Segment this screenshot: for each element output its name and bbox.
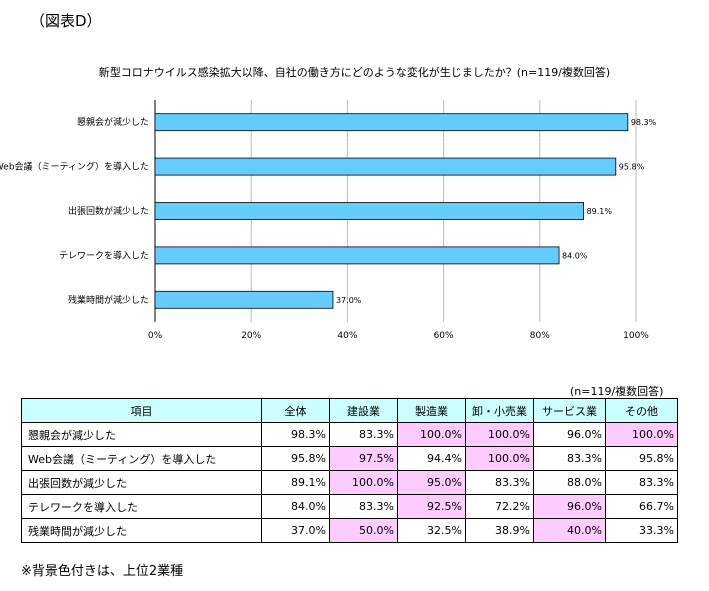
- industry-table: 項目 全体 建設業 製造業 卸・小売業 サービス業 その他 懇親会が減少した 98…: [21, 398, 678, 543]
- cell-manufacturing: 95.0%: [397, 470, 466, 495]
- x-tick-label: 80%: [530, 331, 550, 341]
- footnote: ※背景色付きは、上位2業種: [21, 564, 184, 579]
- header-item: 項目: [21, 398, 262, 423]
- cell-construction: 97.5%: [329, 446, 398, 471]
- cell-wholesale-retail: 83.3%: [465, 470, 534, 495]
- table-header-row: 項目 全体 建設業 製造業 卸・小売業 サービス業 その他: [21, 398, 678, 423]
- header-total: 全体: [261, 398, 330, 423]
- bar: [154, 113, 629, 132]
- table-row-label: 出張回数が減少した: [21, 470, 262, 495]
- cell-service: 40.0%: [533, 518, 606, 543]
- cell-service: 96.0%: [533, 422, 606, 447]
- data-label: 89.1%: [587, 207, 613, 216]
- table-row-label: Web会議（ミーティング）を導入した: [21, 446, 262, 471]
- bar: [154, 246, 560, 265]
- cell-total: 95.8%: [261, 446, 330, 471]
- cell-wholesale-retail: 72.2%: [465, 494, 534, 519]
- cell-manufacturing: 94.4%: [397, 446, 466, 471]
- table-row: 出張回数が減少した 89.1% 100.0% 95.0% 83.3% 88.0% 83.3%: [21, 470, 678, 495]
- header-manufacturing: 製造業: [397, 398, 466, 423]
- cell-wholesale-retail: 100.0%: [465, 446, 534, 471]
- table-note: (n=119/複数回答): [570, 385, 664, 398]
- cell-manufacturing: 100.0%: [397, 422, 466, 447]
- x-tick-label: 60%: [434, 331, 454, 341]
- data-label: 37.0%: [336, 296, 362, 305]
- x-tick-label: 40%: [337, 331, 357, 341]
- table-row-label: 残業時間が減少した: [21, 518, 262, 543]
- cell-total: 89.1%: [261, 470, 330, 495]
- table-row: Web会議（ミーティング）を導入した 95.8% 97.5% 94.4% 100.0% 8…: [21, 446, 678, 471]
- bar: [154, 157, 617, 176]
- cell-construction: 83.3%: [329, 422, 398, 447]
- bar: [154, 202, 584, 220]
- category-label: 残業時間が減少した: [68, 294, 149, 306]
- x-tick-label: 0%: [148, 331, 163, 341]
- header-service: サービス業: [533, 398, 606, 423]
- cell-other: 95.8%: [605, 446, 678, 471]
- x-tick-label: 100%: [623, 331, 649, 341]
- category-label: 懇親会が減少した: [77, 116, 149, 128]
- cell-construction: 50.0%: [329, 518, 398, 543]
- cell-manufacturing: 92.5%: [397, 494, 466, 519]
- cell-total: 84.0%: [261, 494, 330, 519]
- table-row-label: 懇親会が減少した: [21, 422, 262, 447]
- table-row: テレワークを導入した 84.0% 83.3% 92.5% 72.2% 96.0% 66.7%: [21, 494, 678, 519]
- header-construction: 建設業: [329, 398, 398, 423]
- data-label: 98.3%: [631, 118, 657, 127]
- cell-service: 88.0%: [533, 470, 606, 495]
- data-label: 84.0%: [562, 251, 588, 260]
- cell-total: 37.0%: [261, 518, 330, 543]
- bar-chart: 0% 20% 40% 60% 80% 100% 懇親会が減少した 98.3% Web会議（ミーテ…: [0, 100, 657, 341]
- cell-wholesale-retail: 100.0%: [465, 422, 534, 447]
- category-label: 出張回数が減少した: [68, 205, 149, 217]
- table-row-label: テレワークを導入した: [21, 494, 262, 519]
- header-wholesale-retail: 卸・小売業: [465, 398, 534, 423]
- bar: [154, 290, 334, 309]
- data-label: 95.8%: [619, 163, 645, 172]
- cell-wholesale-retail: 38.9%: [465, 518, 534, 543]
- table-row: 残業時間が減少した 37.0% 50.0% 32.5% 38.9% 40.0% 33.3%: [21, 518, 678, 543]
- cell-other: 33.3%: [605, 518, 678, 543]
- cell-manufacturing: 32.5%: [397, 518, 466, 543]
- chart-title: 新型コロナウイルス感染拡大以降、自社の働き方にどのような変化が生じましたか？(n…: [98, 66, 611, 79]
- figure-label: （図表D）: [30, 12, 102, 30]
- category-label: テレワークを導入した: [59, 249, 149, 261]
- cell-construction: 100.0%: [329, 470, 398, 495]
- cell-construction: 83.3%: [329, 494, 398, 519]
- cell-other: 100.0%: [605, 422, 678, 447]
- cell-total: 98.3%: [261, 422, 330, 447]
- cell-service: 96.0%: [533, 494, 606, 519]
- cell-other: 66.7%: [605, 494, 678, 519]
- cell-service: 83.3%: [533, 446, 606, 471]
- cell-other: 83.3%: [605, 470, 678, 495]
- x-tick-label: 20%: [241, 331, 261, 341]
- header-other: その他: [605, 398, 678, 423]
- category-label: Web会議（ミーティング）を導入した: [0, 161, 149, 173]
- table-row: 懇親会が減少した 98.3% 83.3% 100.0% 100.0% 96.0% 100.0…: [21, 422, 678, 447]
